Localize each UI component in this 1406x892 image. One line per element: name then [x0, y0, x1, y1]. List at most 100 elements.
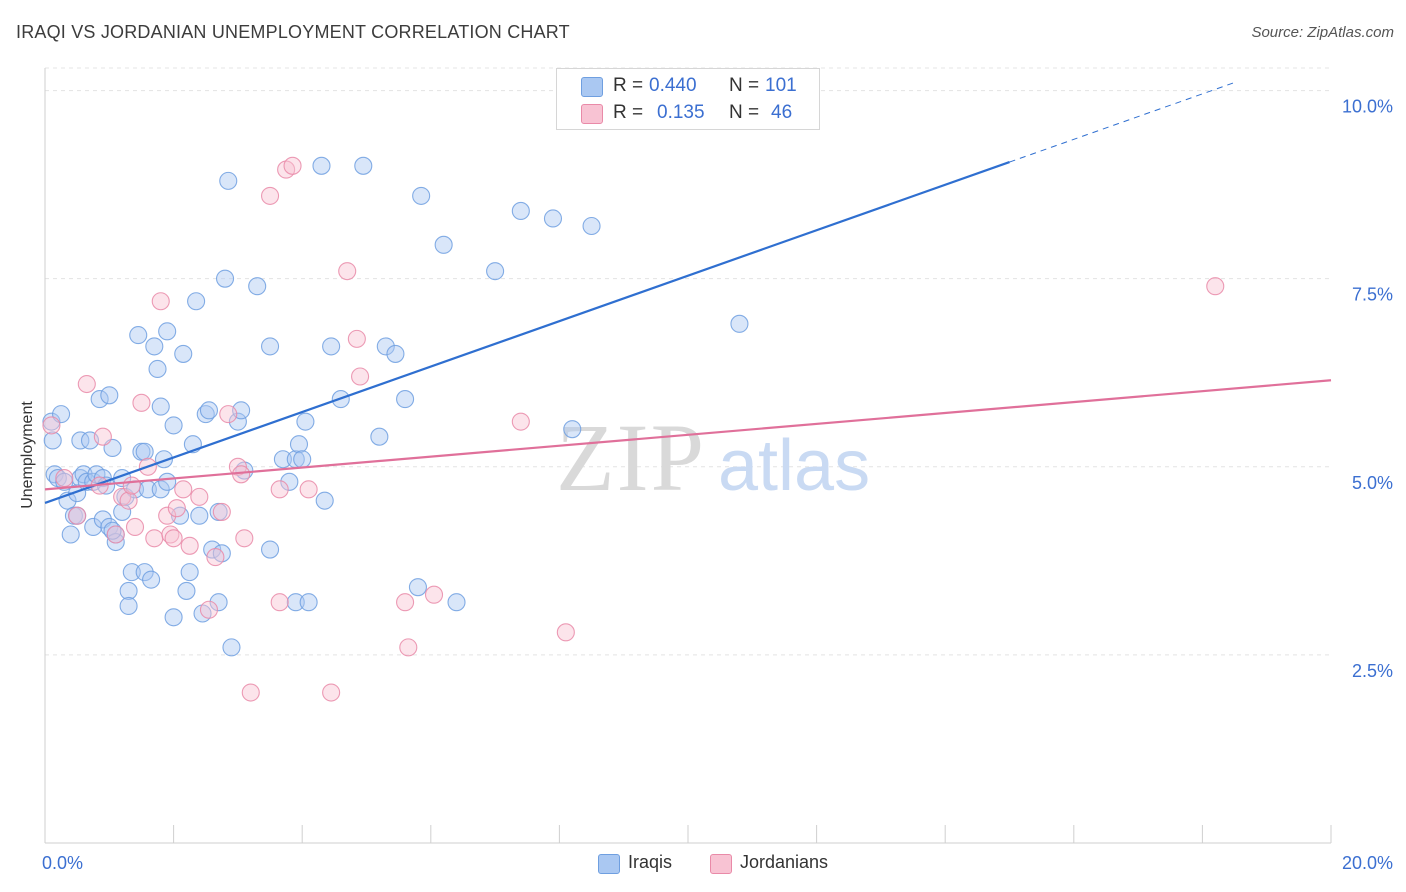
point-jordanians: [399, 638, 418, 657]
point-iraqis: [222, 638, 241, 657]
point-jordanians: [55, 469, 74, 488]
point-iraqis: [563, 420, 582, 439]
bottom-legend-swatch-jordanians: [710, 854, 732, 874]
point-jordanians: [132, 393, 151, 412]
point-jordanians: [42, 416, 61, 435]
point-jordanians: [322, 683, 341, 702]
point-jordanians: [119, 491, 138, 510]
legend-n-label: N =: [729, 102, 760, 123]
point-iraqis: [511, 201, 530, 221]
point-iraqis: [289, 435, 309, 454]
point-jordanians: [396, 593, 415, 612]
x-tick-label: 20.0%: [1342, 853, 1393, 873]
point-iraqis: [412, 186, 431, 205]
bottom-legend-swatch-iraqis: [598, 854, 620, 874]
legend-r-label: R =: [613, 102, 644, 123]
point-iraqis: [312, 156, 331, 175]
point-iraqis: [315, 491, 334, 510]
point-iraqis: [164, 416, 183, 435]
trend-lines: [44, 82, 1332, 504]
y-tick-label: 2.5%: [1352, 661, 1393, 681]
point-iraqis: [260, 540, 280, 559]
x-tick-label: 0.0%: [42, 853, 83, 873]
point-jordanians: [299, 480, 318, 499]
trend-line-jordanians: [44, 379, 1332, 491]
point-iraqis: [158, 322, 177, 341]
axes: [44, 68, 1332, 844]
legend-n-label: N =: [729, 75, 760, 96]
source-credit: Source: ZipAtlas.com: [1251, 24, 1394, 41]
point-jordanians: [199, 600, 219, 619]
point-iraqis: [71, 431, 90, 450]
legend-swatch-jordanians: [581, 104, 603, 124]
point-iraqis: [145, 337, 164, 356]
point-iraqis: [486, 262, 505, 281]
legend-r-value: 0.135: [657, 102, 705, 123]
point-iraqis: [322, 337, 341, 356]
point-jordanians: [206, 548, 225, 567]
point-iraqis: [260, 337, 280, 356]
point-iraqis: [280, 472, 299, 491]
point-iraqis: [42, 412, 61, 431]
point-iraqis: [151, 397, 170, 416]
point-iraqis: [113, 502, 132, 521]
point-jordanians: [93, 427, 112, 446]
legend-n-value: 46: [771, 102, 793, 123]
point-jordanians: [241, 683, 260, 702]
y-tick-label: 10.0%: [1342, 97, 1393, 117]
point-iraqis: [370, 427, 389, 446]
point-iraqis: [61, 525, 80, 544]
point-jordanians: [338, 262, 357, 281]
point-iraqis: [158, 472, 177, 491]
point-iraqis: [273, 450, 292, 469]
point-jordanians: [77, 374, 96, 394]
y-tick-label: 5.0%: [1352, 473, 1393, 493]
point-iraqis: [209, 593, 228, 612]
point-iraqis: [730, 314, 749, 333]
point-jordanians: [511, 412, 530, 431]
point-jordanians: [125, 517, 145, 537]
point-iraqis: [119, 581, 138, 600]
point-jordanians: [158, 506, 177, 525]
point-iraqis: [135, 442, 154, 461]
trend-line-iraqis-extension: [1009, 82, 1235, 163]
point-iraqis: [228, 412, 247, 431]
point-jordanians: [68, 506, 87, 525]
point-jordanians: [164, 529, 183, 548]
y-tick-label: 7.5%: [1352, 285, 1393, 305]
point-jordanians: [190, 487, 209, 506]
point-jordanians: [556, 623, 575, 642]
point-iraqis: [447, 593, 466, 612]
point-iraqis: [180, 563, 199, 582]
point-jordanians: [1206, 277, 1225, 296]
legend-n-value: 101: [765, 75, 797, 96]
point-iraqis: [408, 578, 427, 597]
point-jordanians: [270, 593, 289, 612]
grid-lines: [45, 67, 1331, 656]
point-iraqis: [151, 480, 170, 499]
trend-line-iraqis: [44, 161, 1010, 504]
point-iraqis: [122, 563, 141, 582]
point-jordanians: [260, 186, 280, 205]
point-iraqis: [100, 386, 119, 405]
point-iraqis: [376, 337, 395, 356]
point-iraqis: [190, 506, 209, 525]
point-jordanians: [151, 292, 170, 311]
point-iraqis: [106, 532, 125, 552]
point-iraqis: [293, 450, 312, 469]
point-iraqis: [129, 326, 148, 345]
point-jordanians: [351, 367, 370, 386]
point-iraqis: [354, 156, 373, 175]
point-iraqis: [215, 269, 235, 288]
point-jordanians: [219, 405, 238, 424]
point-iraqis: [119, 596, 138, 616]
legend-r-value: 0.440: [649, 75, 697, 96]
point-iraqis: [84, 517, 103, 537]
point-jordanians: [145, 529, 164, 548]
watermark-atlas: atlas: [718, 426, 870, 506]
point-jordanians: [174, 480, 193, 499]
point-iraqis: [299, 593, 318, 612]
legend-swatch-iraqis: [581, 77, 603, 97]
point-iraqis: [543, 209, 563, 228]
